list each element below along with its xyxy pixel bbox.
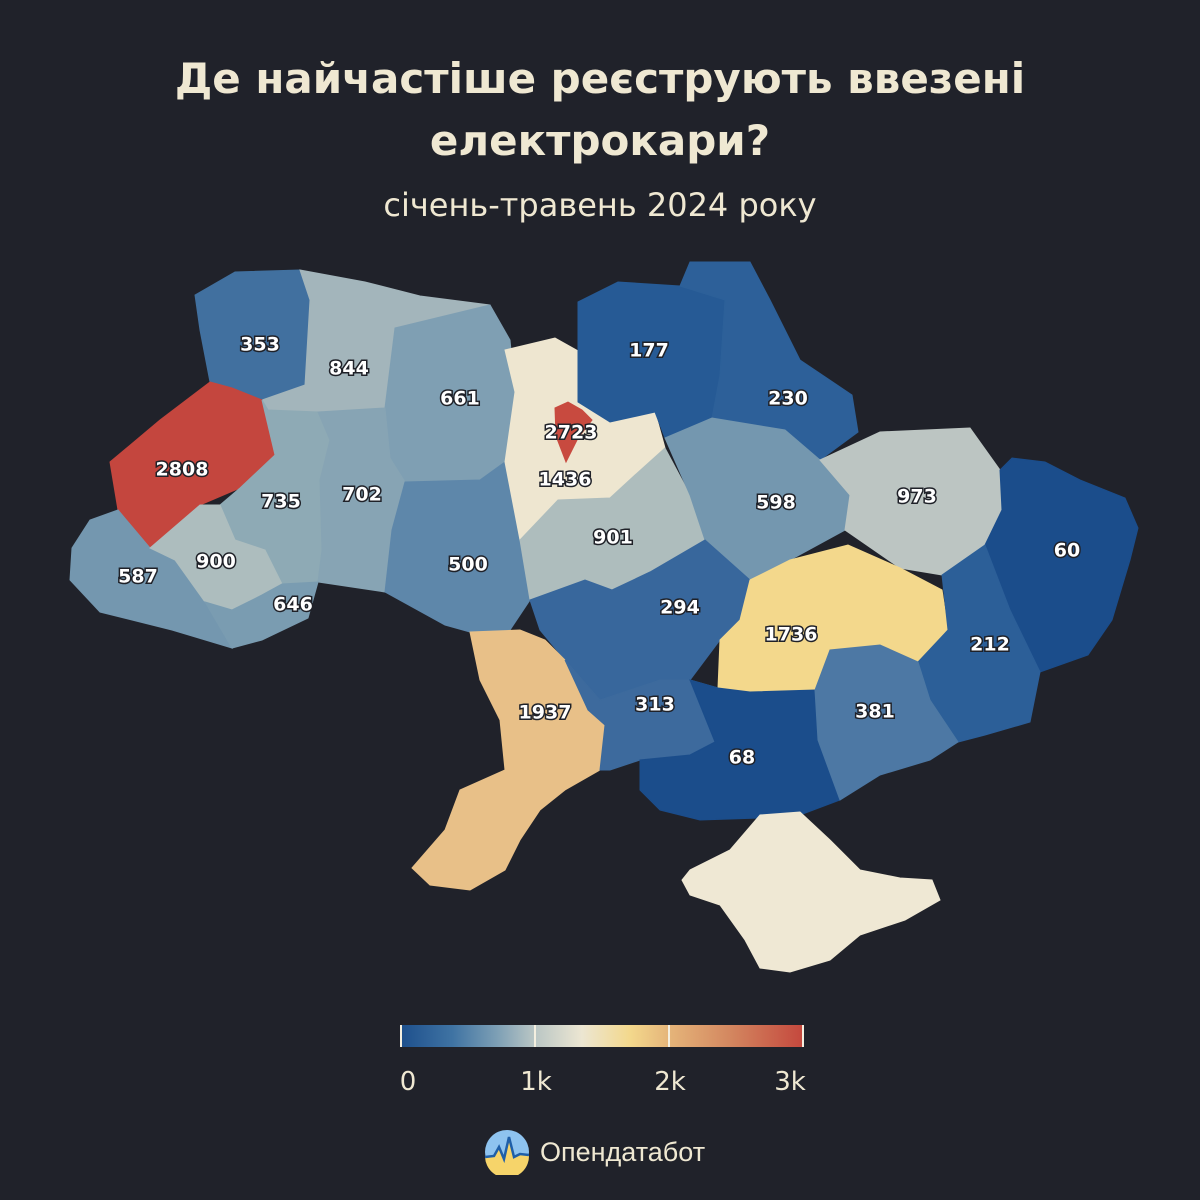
title-line-1: Де найчастіше реєструють ввезені: [174, 54, 1026, 103]
region-value-label: 973: [897, 486, 937, 508]
region-value-label: 1436: [539, 469, 592, 491]
region-shape: [681, 811, 941, 973]
region-value-label: 735: [261, 491, 301, 513]
region-value-label: 68: [729, 747, 755, 769]
region-shape: [384, 461, 531, 633]
opendatabot-logo-icon: [484, 1130, 530, 1175]
brand-logo: Опендатабот: [484, 1128, 705, 1176]
legend-tick-label: 3k: [774, 1067, 806, 1097]
region-shape: [203, 581, 319, 649]
region-value-label: 381: [855, 701, 895, 723]
legend-tick-label: 1k: [520, 1067, 552, 1097]
region-value-label: 844: [329, 358, 369, 380]
region-value-label: 1736: [765, 624, 818, 646]
region-value-label: 587: [118, 566, 158, 588]
region-value-label: 177: [629, 340, 669, 362]
region-value-label: 294: [660, 597, 700, 619]
legend-tick-label: 2k: [654, 1067, 686, 1097]
region-value-label: 661: [440, 388, 480, 410]
region-value-label: 1937: [519, 702, 572, 724]
region-value-label: 2723: [545, 422, 598, 444]
legend-tick: [534, 1025, 536, 1047]
chart-title: Де найчастіше реєструють ввезені електро…: [0, 48, 1200, 172]
region-value-label: 900: [196, 551, 236, 573]
region-shape: [917, 544, 1041, 743]
region-value-label: 500: [448, 554, 488, 576]
title-line-2: електрокари?: [429, 116, 771, 165]
legend-tick: [668, 1025, 670, 1047]
brand-name: Опендатабот: [540, 1136, 706, 1167]
chart-subtitle: січень-травень 2024 року: [383, 186, 817, 224]
legend-tick-label: 0: [399, 1067, 417, 1097]
region-shape: [679, 261, 859, 461]
region-shape: [814, 644, 959, 801]
region-value-label: 313: [635, 694, 675, 716]
legend-tick: [400, 1025, 402, 1047]
region-value-label: 212: [970, 634, 1010, 656]
region-value-label: 646: [273, 594, 313, 616]
region-value-label: 598: [756, 492, 796, 514]
legend-tick: [802, 1025, 804, 1047]
color-scale-bar: [400, 1025, 804, 1047]
region-value-label: 230: [768, 388, 808, 410]
region-value-label: 60: [1054, 540, 1080, 562]
region-value-label: 353: [240, 334, 280, 356]
region-value-label: 702: [342, 484, 382, 506]
color-scale-legend: 0 1k 2k 3k: [399, 1025, 806, 1105]
region-shape: [554, 401, 593, 464]
region-value-label: 901: [593, 527, 633, 549]
region-value-label: 2808: [156, 459, 209, 481]
